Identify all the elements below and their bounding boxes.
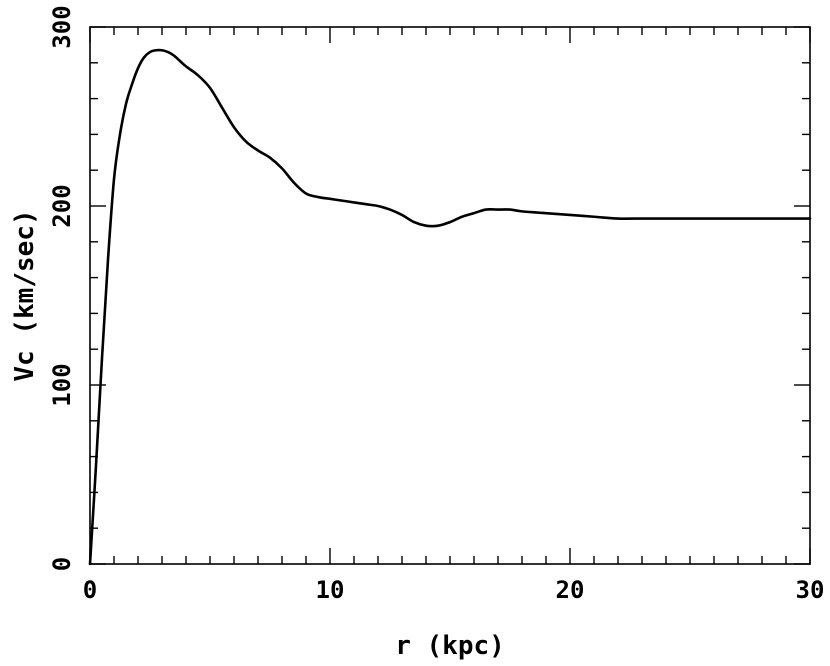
y-tick-label: 0 xyxy=(48,557,76,571)
x-axis-label: r (kpc) xyxy=(395,631,505,661)
y-tick-labels: 0 100 200 300 xyxy=(48,5,76,571)
x-tick-labels: 0 10 20 30 xyxy=(83,576,825,604)
y-tick-label: 100 xyxy=(48,363,76,406)
series-line xyxy=(88,48,812,566)
major-ticks xyxy=(89,26,811,565)
x-tick-label: 10 xyxy=(316,576,345,604)
x-tick-label: 30 xyxy=(796,576,825,604)
y-axis-label: Vc (km/sec) xyxy=(10,209,40,381)
x-tick-label: 20 xyxy=(556,576,585,604)
y-tick-label: 300 xyxy=(48,5,76,48)
plot-frame xyxy=(89,26,811,565)
y-tick-label: 200 xyxy=(48,184,76,227)
minor-ticks xyxy=(90,27,810,564)
x-tick-label: 0 xyxy=(83,576,97,604)
